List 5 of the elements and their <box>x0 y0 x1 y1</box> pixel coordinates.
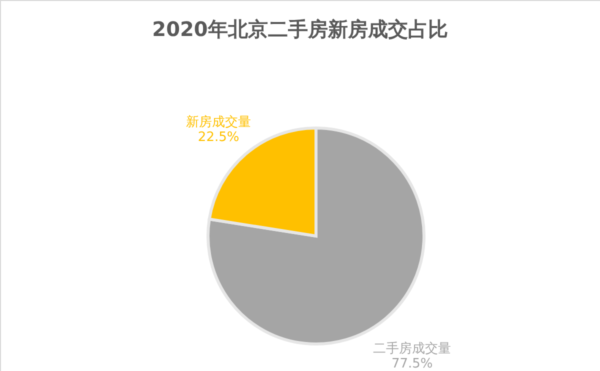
data-label: 22.5% <box>198 130 240 145</box>
slice-label: 新房成交量 <box>186 114 252 130</box>
data-label: 77.5% <box>391 356 433 371</box>
slice-label: 二手房成交量 <box>373 340 452 357</box>
chart-title: 2020年北京二手房新房成交占比 <box>152 17 448 41</box>
